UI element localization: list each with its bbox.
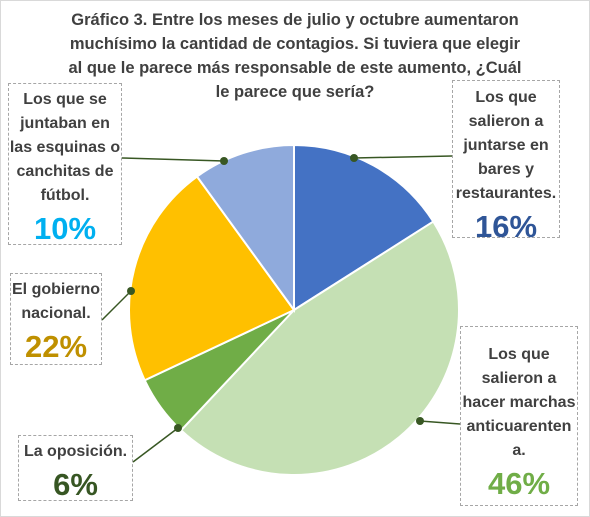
leader-dot-esquinas [220, 157, 228, 165]
pie-slice-marchas [179, 220, 460, 476]
leader-dot-gobierno [127, 287, 135, 295]
data-label-gobierno: El gobierno nacional. 22% [10, 273, 102, 365]
pie-slice-esquinas [195, 143, 295, 314]
percent-label-bares: 16% [474, 209, 538, 244]
leader-dot-bares [350, 154, 358, 162]
percent-label-esquinas: 10% [33, 211, 97, 246]
percent-label-marchas: 46% [487, 466, 551, 501]
percent-label-oposicion: 6% [53, 467, 98, 502]
pie-slice-bares [293, 143, 435, 312]
leader-line-marchas [419, 420, 461, 425]
data-label-marchas: Los que salieron a hacer marchas anticua… [460, 326, 578, 506]
chart-title: Gráfico 3. Entre los meses de julio y oc… [60, 8, 530, 104]
percent-label-gobierno: 22% [24, 329, 88, 364]
pie-slice-gobierno [127, 175, 296, 382]
leader-line-oposicion [132, 427, 179, 463]
leader-dot-marchas [416, 417, 424, 425]
leader-line-esquinas [121, 157, 225, 162]
title-line: al que le parece más responsable de este… [68, 59, 522, 77]
title-line: muchísimo la cantidad de contagios. Si t… [69, 35, 521, 53]
title-line: Gráfico 3. Entre los meses de julio y oc… [71, 11, 519, 29]
leader-line-bares [353, 155, 453, 159]
leader-dot-oposicion [174, 424, 182, 432]
data-label-esquinas: Los que se juntaban en las esquinas o ca… [8, 83, 122, 246]
leader-line-gobierno [101, 290, 132, 321]
data-label-bares: Los que salieron a juntarse en bares y r… [452, 80, 560, 244]
data-label-oposicion: La oposición. 6% [18, 435, 133, 502]
title-line: le parece que sería? [215, 83, 375, 101]
